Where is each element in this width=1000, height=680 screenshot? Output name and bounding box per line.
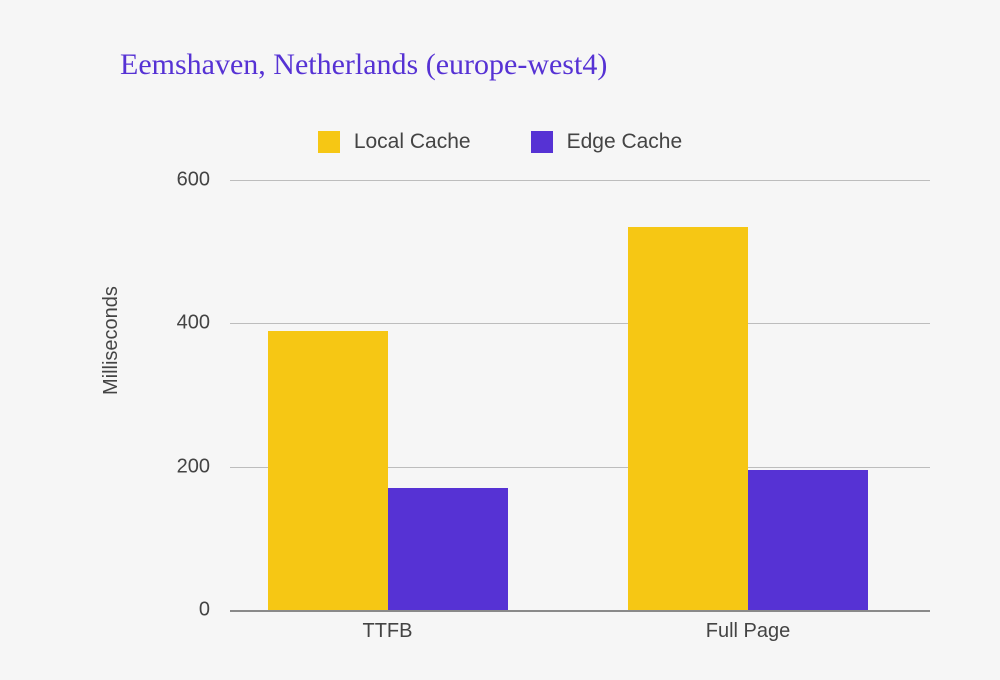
baseline (230, 610, 930, 612)
bar-edge-cache-ttfb (388, 488, 508, 610)
gridline (230, 323, 930, 324)
legend: Local Cache Edge Cache (0, 130, 1000, 154)
x-tick-label: Full Page (706, 620, 791, 643)
legend-swatch-edge-cache (531, 131, 553, 153)
legend-swatch-local-cache (318, 131, 340, 153)
chart-title: Eemshaven, Netherlands (europe-west4) (120, 48, 607, 82)
bar-local-cache-ttfb (268, 331, 388, 611)
y-tick-label: 0 (150, 599, 210, 622)
y-tick-label: 200 (150, 455, 210, 478)
bar-edge-cache-full-page (748, 470, 868, 610)
legend-label-edge-cache: Edge Cache (567, 130, 683, 154)
legend-item-edge-cache: Edge Cache (531, 130, 683, 154)
gridline (230, 180, 930, 181)
legend-label-local-cache: Local Cache (354, 130, 471, 154)
bar-local-cache-full-page (628, 227, 748, 610)
y-tick-label: 600 (150, 169, 210, 192)
y-tick-label: 400 (150, 312, 210, 335)
plot-area: 0200400600TTFBFull Page (230, 180, 930, 610)
y-axis-label: Milliseconds (100, 286, 123, 395)
x-tick-label: TTFB (363, 620, 413, 643)
legend-item-local-cache: Local Cache (318, 130, 471, 154)
